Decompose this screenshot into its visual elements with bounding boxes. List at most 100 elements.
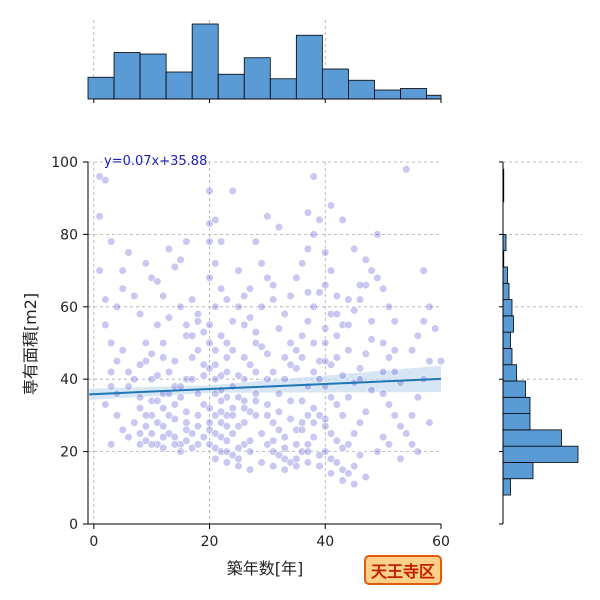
scatter-point-202	[367, 266, 376, 275]
y-tick-label-60: 60	[60, 300, 78, 316]
scatter-point-156	[315, 288, 324, 297]
scatter-point-173	[338, 371, 347, 380]
scatter-point-146	[309, 404, 318, 413]
scatter-point-243	[159, 353, 168, 362]
scatter-point-265	[182, 407, 191, 416]
scatter-point-171	[332, 353, 341, 362]
scatter-point-28	[164, 429, 174, 438]
marginal-y-bar-4	[502, 413, 531, 431]
marginal-x-bar-9	[321, 68, 349, 100]
scatter-point-199	[350, 306, 359, 315]
marginal-y-bar-7	[502, 364, 517, 382]
scatter-point-315	[257, 458, 266, 467]
scatter-point-322	[338, 476, 347, 485]
scatter-point-325	[373, 447, 382, 456]
y-axis-label: 専有面積[m2]	[21, 293, 40, 395]
marginal-x-histogram	[87, 20, 442, 103]
scatter-point-309	[135, 360, 145, 369]
scatter-point-137	[280, 454, 289, 463]
scatter-point-47	[159, 338, 168, 348]
scatter-point-116	[251, 237, 260, 246]
scatter-point-22	[147, 429, 156, 438]
scatter-point-223	[413, 331, 422, 340]
scatter-point-185	[338, 465, 347, 474]
scatter-point-141	[303, 440, 313, 449]
scatter-point-239	[251, 411, 260, 420]
scatter-point-11	[124, 367, 133, 377]
marginal-y-bar-2	[502, 445, 579, 463]
scatter-point-163	[315, 215, 324, 225]
marginal-y-bar-9	[502, 331, 511, 349]
scatter-point-12	[107, 382, 116, 391]
scatter-point-27	[153, 418, 162, 427]
scatter-point-39	[199, 400, 208, 409]
scatter-point-18	[130, 418, 139, 427]
scatter-point-214	[396, 422, 405, 431]
scatter-point-85	[222, 393, 231, 402]
scatter-point-304	[188, 331, 197, 340]
scatter-point-262	[188, 443, 197, 453]
scatter-point-261	[199, 433, 208, 442]
scatter-point-312	[222, 458, 231, 467]
scatter-point-238	[240, 396, 249, 406]
axes: 0 20 40 60 0 20 40 60 80 100	[51, 155, 450, 550]
scatter-point-206	[390, 317, 399, 326]
scatter-point-267	[159, 404, 168, 413]
scatter-point-303	[193, 317, 203, 326]
scatter-point-299	[379, 367, 388, 377]
scatter-point-340	[182, 436, 191, 445]
scatter-point-190	[350, 429, 359, 438]
scatter-point-82	[205, 364, 214, 373]
scatter-point-131	[269, 418, 278, 427]
scatter-point-159	[303, 244, 313, 253]
scatter-point-64	[130, 291, 139, 301]
scatter-point-326	[384, 440, 394, 449]
marginal-y-bar-5	[502, 396, 531, 414]
scatter-point-53	[153, 277, 162, 286]
scatter-point-296	[344, 346, 353, 355]
scatter-point-99	[234, 454, 243, 463]
scatter-point-91	[211, 429, 220, 438]
marginal-y-bar-11	[502, 299, 513, 317]
scatter-point-192	[361, 407, 370, 416]
scatter-point-135	[269, 447, 278, 456]
scatter-point-260	[222, 411, 231, 420]
scatter-point-31	[176, 440, 185, 449]
scatter-point-157	[292, 273, 301, 282]
scatter-point-294	[321, 357, 330, 366]
scatter-point-19	[135, 404, 145, 413]
marginal-y-bar-1	[502, 462, 534, 480]
scatter-point-59	[182, 331, 191, 340]
scatter-point-195	[355, 364, 365, 373]
scatter-point-323	[350, 480, 359, 489]
scatter-point-337	[216, 407, 226, 416]
scatter-point-232	[263, 375, 272, 384]
scatter-point-233	[251, 367, 260, 377]
scatter-point-289	[251, 328, 260, 337]
scatter-point-204	[379, 284, 388, 293]
scatter-point-259	[234, 443, 243, 453]
scatter-point-310	[141, 338, 150, 348]
scatter-point-284	[222, 338, 231, 348]
scatter-point-344	[135, 429, 145, 438]
scatter-point-166	[321, 280, 330, 290]
scatter-point-197	[367, 335, 376, 344]
scatter-point-9	[118, 284, 127, 293]
scatter-point-209	[390, 367, 399, 377]
scatter-point-330	[298, 425, 307, 434]
x-tick-label-20: 20	[201, 534, 219, 550]
scatter-point-108	[240, 375, 249, 384]
x-tick-label-0: 0	[89, 534, 98, 550]
marginal-x-bar-10	[348, 79, 375, 100]
scatter-point-89	[222, 422, 231, 431]
scatter-point-74	[205, 273, 214, 282]
marginal-x-bar-7	[269, 78, 297, 100]
scatter-point-8	[107, 338, 116, 348]
area-badge: 天王寺区	[364, 555, 443, 585]
scatter-point-292	[292, 364, 301, 373]
scatter-point-333	[263, 400, 272, 409]
scatter-point-63	[135, 309, 145, 319]
scatter-point-110	[245, 360, 255, 369]
scatter-point-73	[211, 259, 220, 268]
scatter-point-34	[170, 400, 179, 409]
